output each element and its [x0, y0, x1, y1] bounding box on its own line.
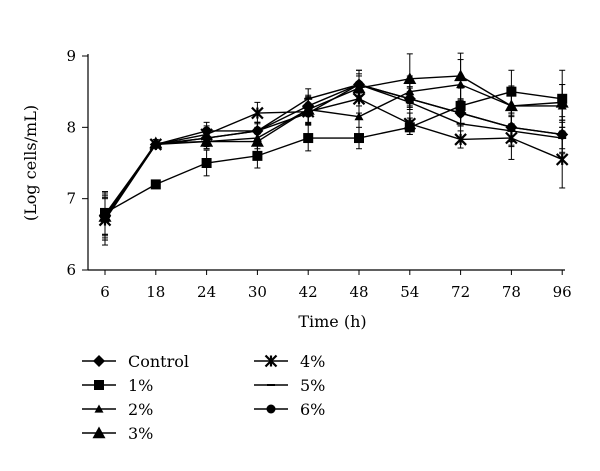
x-tick-label: 30: [248, 283, 267, 301]
data-point: [403, 72, 417, 85]
data-point: [252, 150, 263, 161]
data-point: [504, 99, 518, 112]
data-point: [505, 131, 518, 145]
data-point: [151, 139, 161, 149]
data-point: [354, 112, 364, 121]
x-tick-label: 48: [349, 283, 368, 301]
y-tick-label: 8: [66, 118, 76, 136]
x-tick-label: 72: [451, 283, 470, 301]
data-point: [405, 87, 415, 96]
y-tick-label: 6: [66, 261, 76, 279]
x-tick-label: 6: [100, 283, 110, 301]
data-point: [94, 404, 104, 413]
x-tick-label: 24: [197, 283, 216, 301]
x-tick-label: 96: [553, 283, 572, 301]
data-point: [252, 126, 262, 136]
y-tick-label: 9: [66, 47, 76, 65]
series-line: [104, 98, 563, 221]
legend-item: 3%: [82, 424, 153, 443]
legend-label: 3%: [128, 424, 153, 443]
error-bars-series: [102, 52, 566, 239]
data-point: [200, 135, 214, 147]
data-point: [264, 354, 278, 368]
data-point: [354, 133, 364, 144]
data-point: [303, 133, 314, 144]
legend: Control 1% 2% 3% 4% 5% 6%: [82, 352, 325, 443]
x-tick-label: 54: [400, 283, 419, 301]
legend-label: 6%: [300, 400, 325, 419]
data-point: [454, 133, 467, 146]
legend-item: 5%: [254, 376, 325, 395]
x-axis-title: Time (h): [298, 312, 366, 331]
legend-item: Control: [82, 352, 189, 371]
data-point: [92, 426, 106, 439]
error-bars-series: [102, 84, 566, 246]
data-point: [454, 69, 468, 82]
data-point: [202, 126, 212, 136]
data-point: [303, 108, 313, 118]
legend-item: 6%: [254, 400, 325, 419]
data-point: [405, 94, 415, 104]
data-point: [352, 92, 366, 106]
data-point: [150, 179, 161, 190]
series-markers-group: [100, 80, 567, 223]
error-bars-series: [102, 59, 566, 241]
data-point: [94, 380, 104, 390]
data-point: [100, 209, 110, 219]
data-point: [266, 404, 276, 414]
data-point: [557, 129, 567, 139]
data-point: [555, 153, 569, 166]
data-point: [506, 86, 517, 97]
legend-label: 5%: [300, 376, 325, 395]
legend-item: 4%: [254, 352, 325, 371]
legend-label: 2%: [128, 400, 153, 419]
legend-label: 1%: [128, 376, 153, 395]
data-point: [251, 106, 264, 120]
series-markers: [98, 69, 569, 227]
data-point: [456, 108, 466, 118]
y-tick-label: 7: [66, 190, 76, 208]
data-point: [93, 355, 105, 367]
data-point: [455, 100, 466, 111]
data-point: [201, 158, 212, 168]
legend-item: 1%: [82, 376, 153, 395]
legend-item: 2%: [82, 400, 153, 419]
y-axis-title: (Log cells/mL): [21, 105, 40, 221]
series-line: [104, 83, 563, 220]
series-lines: [104, 75, 563, 221]
legend-label: Control: [128, 352, 189, 371]
series-line: [104, 83, 563, 220]
data-point: [354, 80, 364, 90]
data-point: [250, 135, 264, 147]
x-tick-label: 42: [299, 283, 318, 301]
data-point: [403, 117, 417, 131]
data-point: [555, 95, 569, 108]
data-point: [506, 122, 516, 132]
data-point: [456, 80, 466, 89]
series-line: [104, 83, 563, 215]
series-line: [104, 83, 563, 217]
series-line: [104, 90, 563, 214]
series-markers-group: [100, 86, 568, 218]
x-tick-label: 78: [502, 283, 521, 301]
x-tick-label: 18: [146, 283, 165, 301]
series-markers-group: [100, 80, 567, 219]
error-bars: [102, 52, 566, 246]
legend-label: 4%: [300, 352, 325, 371]
